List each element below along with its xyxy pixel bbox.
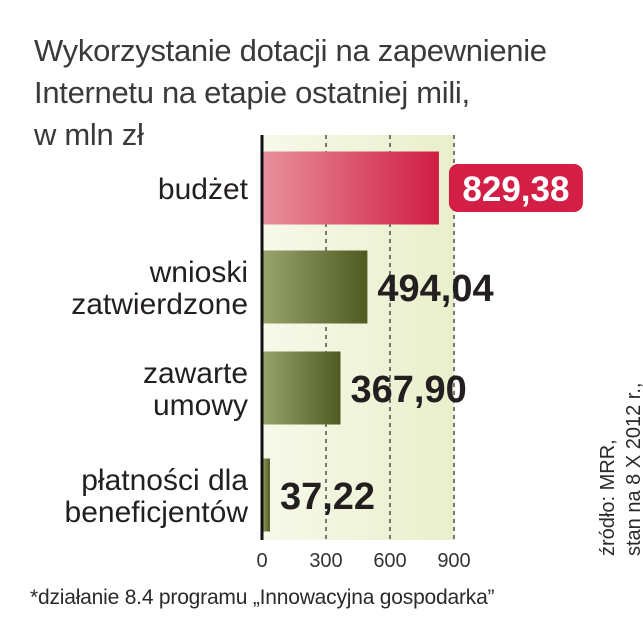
category-label: płatności dla [81, 464, 248, 497]
category-label: zatwierdzone [71, 288, 248, 321]
bars [262, 151, 439, 532]
value-label: 829,38 [462, 170, 569, 209]
source-line-1: źródło: MRR, [597, 439, 619, 556]
bar [262, 151, 439, 225]
source-line-2: stan na 8 X 2012 r., [623, 382, 643, 556]
x-tick-label: 0 [256, 550, 267, 572]
value-labels: 829,38 494,04 367,90 37,22 [280, 164, 583, 518]
unit-label: w mln zł [34, 117, 144, 152]
category-label: umowy [153, 389, 248, 422]
x-tick-label: 300 [309, 550, 342, 572]
title-text: Wykorzystanie dotacji na zapewnienie Int… [34, 33, 547, 110]
category-label: zawarte [143, 357, 248, 390]
x-tick-label: 600 [373, 550, 406, 572]
highlight-value-badge [448, 164, 583, 212]
bar [262, 250, 368, 324]
category-label: wnioski [149, 256, 248, 289]
x-axis-ticks: 0 300 600 900 [256, 550, 470, 572]
value-label: 367,90 [350, 369, 466, 411]
value-label: 37,22 [280, 476, 375, 518]
chart-title: Wykorzystanie dotacji na zapewnienie Int… [34, 30, 624, 156]
bar [262, 351, 341, 425]
value-label: 494,04 [377, 268, 493, 310]
x-tick-label: 900 [437, 550, 470, 572]
footnote: *działanie 8.4 programu „Innowacyjna gos… [30, 586, 495, 609]
source-note: źródło: MRR, stan na 8 X 2012 r., [595, 383, 643, 556]
category-label: budżet [158, 173, 249, 206]
bar [262, 458, 270, 532]
category-label: beneficjentów [65, 496, 249, 529]
